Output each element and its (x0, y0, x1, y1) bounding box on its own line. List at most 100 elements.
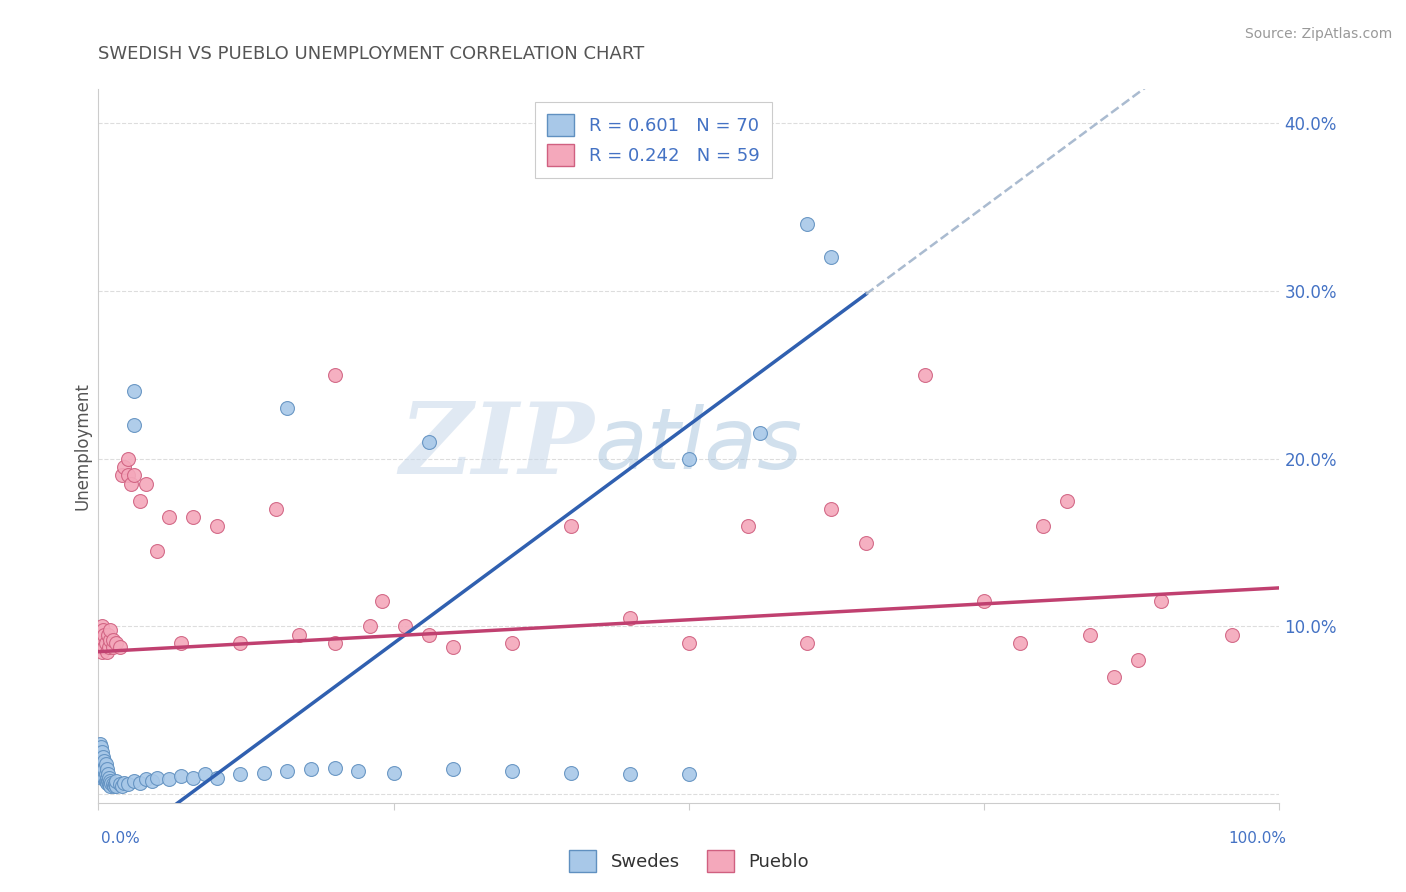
Point (796, 217, 818, 231)
Text: ZIP: ZIP (399, 398, 595, 494)
Point (194, 767, 217, 781)
Point (108, 777, 131, 791)
Point (101, 632, 124, 647)
Point (91, 645, 114, 659)
Point (205, 771, 228, 785)
Point (253, 765, 276, 780)
Point (1032, 518, 1054, 533)
Point (105, 636, 128, 650)
Point (100, 775, 122, 789)
Point (94, 757, 117, 772)
Point (501, 764, 523, 778)
Point (91, 767, 114, 781)
Point (441, 762, 464, 776)
Point (170, 636, 193, 650)
Point (748, 426, 770, 441)
Point (93, 628, 115, 642)
Point (90, 640, 112, 654)
Point (122, 417, 145, 432)
Point (122, 384, 145, 399)
Legend: Swedes, Pueblo: Swedes, Pueblo (554, 836, 824, 887)
Point (122, 468, 145, 483)
Point (89, 628, 111, 642)
Point (101, 777, 124, 791)
Point (619, 767, 641, 781)
Point (89, 746, 111, 760)
Point (288, 628, 311, 642)
Point (135, 476, 157, 491)
Point (117, 468, 139, 483)
Point (91, 750, 114, 764)
Point (1102, 670, 1125, 684)
Point (323, 636, 346, 650)
Point (97, 628, 120, 642)
Point (97, 767, 120, 781)
Point (97, 774, 120, 789)
Point (796, 636, 818, 650)
Point (820, 250, 842, 264)
Point (276, 401, 298, 416)
Point (1080, 628, 1102, 642)
Point (94, 636, 117, 650)
Point (560, 765, 582, 780)
Point (560, 518, 582, 533)
Point (98, 771, 121, 785)
Point (94, 767, 117, 781)
Point (855, 535, 877, 549)
Point (678, 451, 700, 466)
Point (89, 737, 111, 751)
Point (89, 762, 111, 776)
Point (117, 777, 139, 791)
Point (93, 771, 115, 785)
Point (91, 754, 114, 768)
Point (112, 775, 135, 789)
Point (141, 774, 163, 789)
Point (678, 636, 700, 650)
Point (170, 769, 193, 783)
Point (98, 640, 121, 654)
Point (89, 754, 111, 768)
Point (122, 774, 145, 789)
Point (619, 611, 641, 625)
Point (117, 451, 139, 466)
Point (91, 762, 114, 776)
Point (359, 619, 381, 633)
Text: SWEDISH VS PUEBLO UNEMPLOYMENT CORRELATION CHART: SWEDISH VS PUEBLO UNEMPLOYMENT CORRELATI… (98, 45, 645, 62)
Point (737, 518, 759, 533)
Point (91, 619, 114, 633)
Point (205, 518, 228, 533)
Point (418, 434, 440, 449)
Point (111, 779, 134, 793)
Point (103, 779, 125, 793)
Point (157, 772, 180, 787)
Point (323, 368, 346, 382)
Point (157, 510, 180, 524)
Point (96, 775, 118, 789)
Point (90, 757, 112, 772)
Point (501, 636, 523, 650)
Point (441, 640, 464, 654)
Point (101, 640, 124, 654)
Point (347, 764, 370, 778)
Point (105, 774, 128, 789)
Point (98, 777, 121, 791)
Point (229, 636, 252, 650)
Point (418, 628, 440, 642)
Point (299, 762, 322, 776)
Point (181, 771, 204, 785)
Point (90, 750, 112, 764)
Point (91, 632, 114, 647)
Point (914, 368, 936, 382)
Point (181, 510, 204, 524)
Point (94, 774, 117, 789)
Point (264, 502, 287, 516)
Text: 100.0%: 100.0% (1229, 831, 1286, 846)
Point (820, 502, 842, 516)
Point (93, 754, 115, 768)
Point (371, 594, 394, 608)
Point (1150, 594, 1173, 608)
Point (973, 594, 995, 608)
Text: atlas: atlas (595, 404, 803, 488)
Point (323, 760, 346, 774)
Text: 0.0%: 0.0% (101, 831, 141, 846)
